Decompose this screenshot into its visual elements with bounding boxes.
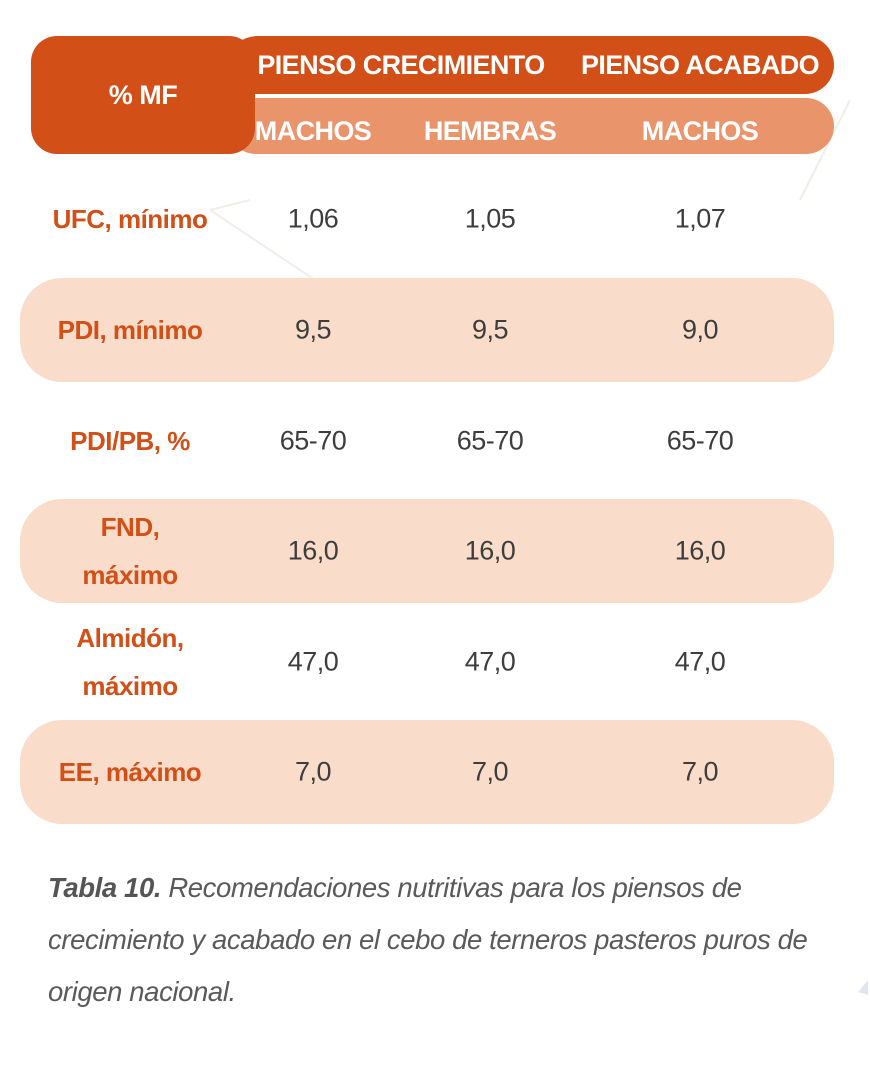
table-row-shading	[20, 499, 834, 603]
group-header-pienso-acabado: PIENSO ACABADO	[580, 50, 820, 80]
sub-header-hembras: HEMBRAS	[423, 116, 557, 146]
table-cell: 16,0	[287, 535, 339, 566]
table-cell: 65-70	[666, 425, 734, 456]
table-cell: 7,0	[294, 756, 332, 787]
table-cell: 7,0	[681, 756, 719, 787]
caption-label: Tabla 10.	[48, 872, 162, 903]
row-label: FND, máximo	[82, 512, 178, 590]
corner-header: % MF	[31, 36, 255, 154]
table-row-shading	[20, 720, 834, 824]
table-cell: 47,0	[287, 646, 339, 677]
table-cell: 1,06	[287, 203, 339, 234]
table-cell: 1,05	[464, 203, 516, 234]
row-label: Almidón, máximo	[76, 623, 184, 701]
table-cell: 16,0	[674, 535, 726, 566]
table-caption: Tabla 10. Recomendaciones nutritivas par…	[48, 862, 848, 1018]
table-cell: 1,07	[674, 203, 726, 234]
caption-text: Recomendaciones nutritivas para los pien…	[48, 872, 808, 1007]
header-group-bar	[228, 36, 834, 94]
row-label: EE, máximo	[58, 757, 202, 787]
table-cell: 7,0	[471, 756, 509, 787]
row-label: PDI, mínimo	[57, 315, 203, 345]
table-cell: 9,0	[681, 314, 719, 345]
table-cell: 65-70	[279, 425, 347, 456]
table-cell: 16,0	[464, 535, 516, 566]
group-header-pienso-crecimiento: PIENSO CRECIMIENTO	[257, 50, 545, 80]
row-label: UFC, mínimo	[52, 204, 208, 234]
table-cell: 47,0	[674, 646, 726, 677]
table-cell: 9,5	[471, 314, 509, 345]
table-row-shading	[20, 278, 834, 382]
table-cell: 47,0	[464, 646, 516, 677]
header-subgroup-bar	[228, 98, 834, 154]
table-cell: 65-70	[456, 425, 524, 456]
table-cell: 9,5	[294, 314, 332, 345]
sub-header-machos-acabado: MACHOS	[641, 116, 759, 146]
sub-header-machos-crecimiento: MACHOS	[254, 116, 372, 146]
row-label: PDI/PB, %	[70, 426, 190, 456]
